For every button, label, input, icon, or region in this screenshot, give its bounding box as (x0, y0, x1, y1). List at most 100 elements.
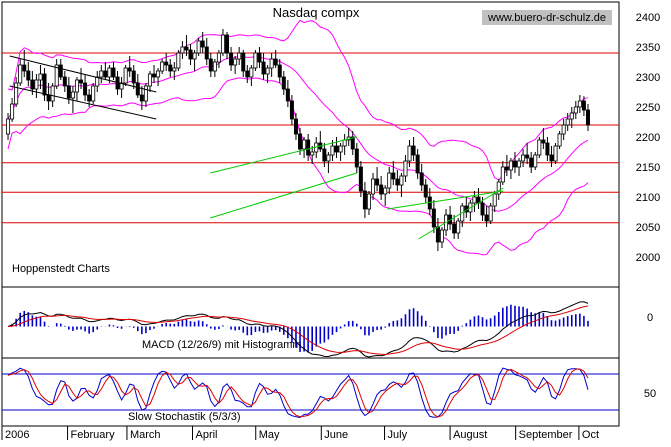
candle (285, 80, 290, 107)
candle-body (123, 67, 128, 84)
candle (472, 191, 477, 212)
candle-body (354, 148, 359, 168)
candle-body (504, 166, 509, 171)
candle (225, 32, 230, 59)
stoch-panel (2, 367, 619, 419)
candle (366, 191, 371, 215)
candle-body (577, 100, 582, 108)
candle-body (423, 184, 428, 198)
x-axis-label: Oct (582, 429, 599, 441)
candle-body (281, 76, 286, 90)
candle-body (379, 184, 384, 195)
candle-body (391, 172, 396, 180)
candle-body (46, 94, 51, 102)
candle (83, 74, 88, 101)
candle-body (581, 100, 586, 111)
price-tick-label: 2100 (636, 192, 660, 204)
candle (273, 50, 278, 68)
candle-body (293, 118, 298, 135)
candle-body (103, 70, 108, 78)
x-axis-label: September (519, 429, 573, 441)
candle-body (419, 172, 424, 186)
candle-body (399, 175, 404, 186)
candle-body (342, 139, 347, 147)
candle-body (326, 154, 331, 162)
candle-body (245, 70, 250, 78)
candle (500, 161, 505, 185)
candle-body (366, 193, 371, 210)
candle-body (229, 52, 234, 66)
price-panel: 2000 2050 2100 2150 2200 2250 2300 2350 2400 (2, 12, 660, 264)
price-tick-label: 2150 (636, 162, 660, 174)
candle-body (334, 145, 339, 153)
candle-body (545, 142, 550, 156)
price-tick-label: 2200 (636, 132, 660, 144)
candle-body (164, 61, 169, 66)
candle (492, 191, 497, 212)
candle (326, 152, 331, 173)
candle-body (273, 58, 278, 66)
candle-body (322, 148, 327, 162)
candle-body (573, 106, 578, 114)
candle (423, 179, 428, 203)
candle-body (127, 67, 132, 72)
candle-body (192, 52, 197, 60)
candle-body (350, 136, 355, 150)
candle (456, 218, 461, 239)
candle (265, 65, 270, 83)
candle (10, 98, 15, 122)
candle (245, 65, 250, 83)
candle (131, 65, 136, 89)
candle (383, 185, 388, 206)
candle-body (383, 187, 388, 195)
candle (371, 173, 376, 200)
candle (6, 113, 11, 140)
candle-body (565, 118, 570, 126)
vendor-label: Hoppenstedt Charts (12, 263, 110, 275)
candle (103, 62, 108, 80)
candle (204, 38, 209, 65)
candle-body (525, 154, 530, 159)
candle-body (62, 76, 67, 87)
candle-body (152, 73, 157, 78)
candle (508, 158, 513, 179)
candle (147, 71, 152, 92)
candle-body (330, 145, 335, 156)
candle (38, 65, 43, 89)
macd-signal-line (7, 305, 589, 355)
candle-body (212, 61, 217, 72)
candle (496, 179, 501, 200)
plot-frame (1, 1, 620, 427)
candle (517, 158, 522, 176)
candle-body (310, 151, 315, 156)
candle-body (208, 58, 213, 72)
candle (188, 44, 193, 65)
candle (585, 104, 590, 131)
candle-body (253, 52, 258, 69)
candle-body (553, 145, 558, 162)
candle (172, 62, 177, 80)
candle-body (107, 67, 112, 78)
candle-body (362, 190, 367, 210)
candle (338, 143, 343, 161)
candle (168, 59, 173, 77)
candle-body (91, 85, 96, 102)
candle (488, 203, 493, 224)
candle-body (14, 82, 19, 105)
candle-body (42, 73, 47, 96)
candle (334, 137, 339, 158)
candle-body (269, 58, 274, 69)
candle-body (131, 70, 136, 84)
candle (70, 86, 75, 113)
candle (293, 113, 298, 140)
candle (484, 206, 489, 227)
candle-body (533, 154, 538, 168)
price-tick-label: 2300 (636, 72, 660, 84)
candle-body (529, 157, 534, 168)
candle (123, 65, 128, 86)
candle (261, 53, 266, 80)
candle-body (289, 100, 294, 120)
candle-body (147, 73, 152, 87)
bollinger-lower (7, 77, 589, 256)
